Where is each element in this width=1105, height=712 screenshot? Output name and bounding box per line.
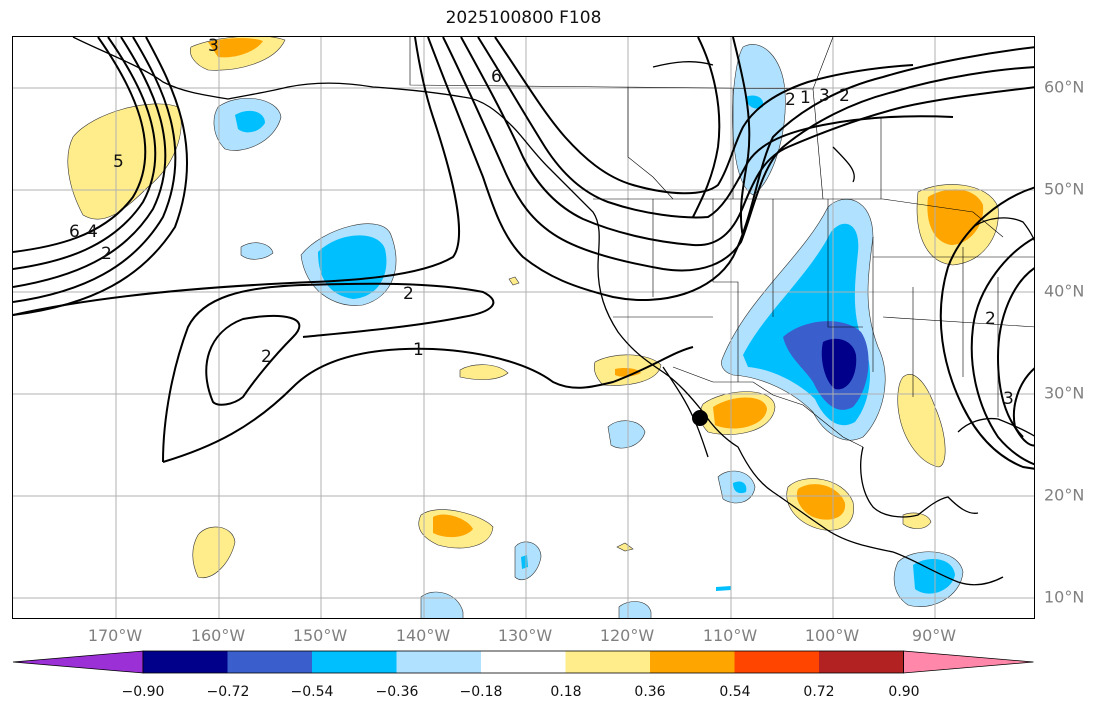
contour-label: 2 — [101, 244, 112, 264]
longitude-label: 170°W — [87, 626, 143, 645]
colorbar-tick-label: −0.72 — [206, 684, 250, 700]
colorbar-tick-label: −0.36 — [375, 684, 419, 700]
contour-label: 2 — [985, 309, 996, 329]
contour-label: 6 — [69, 222, 80, 242]
contour-label: 4 — [87, 222, 98, 242]
positive-anomaly-bering-core — [208, 38, 263, 58]
contour-label: 2 — [261, 347, 272, 367]
contour-label: 2 — [785, 90, 796, 110]
colorbar-segments — [12, 650, 1034, 674]
colorbar-extend-low — [12, 650, 144, 674]
negative-anomaly-south-edge-1 — [420, 591, 464, 618]
colorbar-extend-high — [903, 650, 1034, 674]
forecast-map: 3 5 6 4 2 2 2 1 6 2 1 3 2 2 3 — [13, 37, 1034, 618]
latitude-label: 50°N — [1044, 179, 1085, 199]
colorbar-segment — [481, 651, 566, 673]
negative-anomaly-pacific-mid-core — [521, 555, 528, 569]
latitude-label: 20°N — [1044, 485, 1085, 505]
negative-anomaly-south-edge-2 — [618, 601, 652, 618]
positive-anomaly-gulf-coast — [897, 374, 946, 468]
colorbar-segment — [650, 651, 735, 673]
colorbar-tick-label: −0.90 — [121, 684, 165, 700]
contour-label: 1 — [413, 340, 424, 360]
longitude-label: 110°W — [702, 626, 758, 645]
negative-anomaly-gulf-of-california — [607, 420, 646, 449]
colorbar-segment — [565, 651, 650, 673]
map-panel: 3 5 6 4 2 2 2 1 6 2 1 3 2 2 3 — [12, 36, 1035, 619]
contour-label: 3 — [208, 37, 219, 56]
colorbar-segment — [734, 651, 819, 673]
longitude-label: 150°W — [292, 626, 348, 645]
colorbar-tick-label: 0.18 — [550, 684, 582, 700]
colorbar-tick-label: 0.90 — [888, 684, 920, 700]
positive-anomaly-small — [616, 542, 634, 552]
coastlines — [72, 37, 1034, 586]
colorbar-tick-label: −0.18 — [459, 684, 503, 700]
borders — [409, 37, 1034, 448]
colorbar-tick-label: 0.36 — [634, 684, 666, 700]
colorbar-segment — [819, 651, 904, 673]
contours — [13, 37, 1034, 470]
colorbar — [12, 650, 1034, 674]
colorbar-segment — [312, 651, 397, 673]
positive-anomaly-pacific-south-core — [433, 514, 473, 538]
colorbar-frame — [142, 650, 904, 674]
negative-anomaly-canada-core — [745, 95, 764, 109]
shaded-anomalies — [67, 37, 999, 618]
latitude-label: 10°N — [1044, 587, 1085, 607]
negative-anomaly-central-america-core — [913, 559, 955, 594]
positive-anomaly-subtropic — [459, 364, 509, 380]
longitude-label: 120°W — [599, 626, 655, 645]
positive-anomaly-hawaii-south — [192, 526, 236, 579]
colorbar-tick-label: 0.54 — [719, 684, 751, 700]
contour-label: 1 — [800, 88, 811, 108]
latitude-label: 40°N — [1044, 281, 1085, 301]
longitude-label: 130°W — [497, 626, 553, 645]
negative-anomaly-speck — [716, 586, 731, 591]
colorbar-segment — [143, 651, 228, 673]
longitude-label: 90°W — [911, 626, 957, 645]
contour-label: 3 — [1003, 389, 1014, 409]
negative-anomaly-small-west — [240, 242, 274, 260]
negative-anomaly-alaska-core — [235, 110, 265, 133]
colorbar-segment — [227, 651, 312, 673]
colorbar-tick-label: −0.54 — [290, 684, 334, 700]
contour-labels: 3 5 6 4 2 2 2 1 6 2 1 3 2 2 3 — [69, 37, 1014, 409]
negative-anomaly-mexico-core — [733, 481, 747, 494]
latitude-label: 30°N — [1044, 383, 1085, 403]
positive-anomaly-speck — [508, 276, 520, 286]
positive-anomaly-alaska-west — [67, 103, 182, 220]
location-marker — [692, 410, 708, 426]
colorbar-tick-label: 0.72 — [803, 684, 835, 700]
contour-label: 5 — [113, 152, 124, 172]
latitude-label: 60°N — [1044, 77, 1085, 97]
negative-anomaly-southern-plains-max — [821, 338, 857, 390]
colorbar-segment — [396, 651, 481, 673]
contour-label: 2 — [839, 86, 850, 106]
longitude-label: 140°W — [395, 626, 451, 645]
map-title: 2025100800 F108 — [445, 8, 602, 28]
contour-label: 3 — [819, 86, 830, 106]
longitude-label: 100°W — [804, 626, 860, 645]
longitude-label: 160°W — [190, 626, 246, 645]
contour-label: 2 — [403, 284, 414, 304]
positive-anomaly-sonora-core — [713, 397, 767, 429]
negative-anomaly-pacific-mid — [514, 541, 542, 581]
contour-label: 6 — [491, 67, 502, 87]
